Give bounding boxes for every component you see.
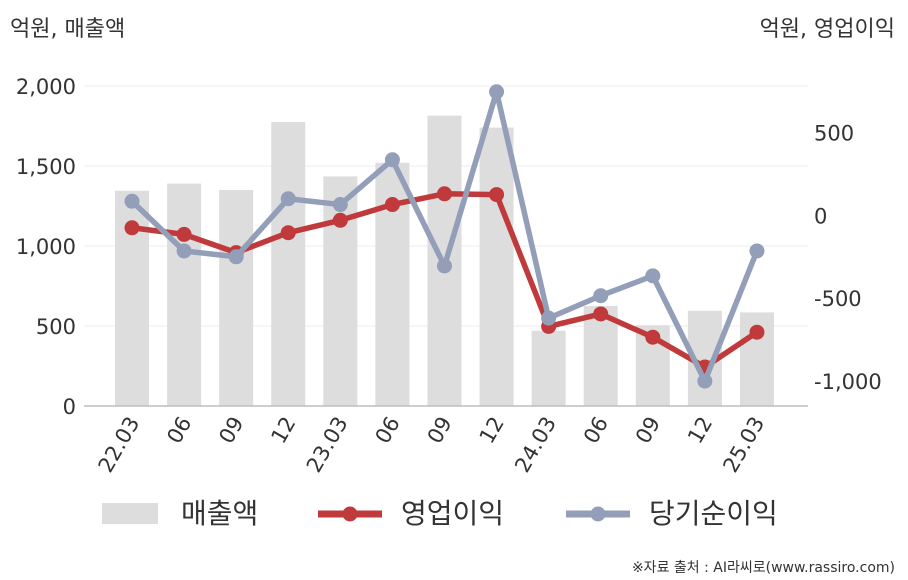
x-tick-label: 09 — [214, 413, 248, 448]
operating-profit-point — [124, 220, 140, 236]
revenue-bar — [479, 127, 514, 406]
x-tick-label: 06 — [162, 413, 196, 448]
x-tick-label: 09 — [423, 413, 457, 448]
net-income-point — [384, 152, 400, 168]
operating-profit-point — [645, 329, 661, 345]
x-tick-label: 25.03 — [718, 413, 769, 477]
net-income-point — [332, 197, 348, 213]
left-tick-label: 500 — [36, 315, 76, 339]
right-tick-label: 500 — [814, 121, 854, 145]
net-income-point — [541, 310, 557, 326]
net-income-point — [228, 249, 244, 265]
left-tick-label: 0 — [63, 395, 76, 419]
legend-label-net-income: 당기순이익 — [649, 497, 778, 530]
right-tick-label: 0 — [814, 204, 827, 228]
legend-swatch-revenue — [102, 503, 158, 524]
revenue-bar — [583, 306, 618, 406]
operating-profit-point — [280, 225, 296, 241]
net-income-point — [749, 243, 765, 259]
x-axis-ticks: 22.03 06 09 12 23.03 06 09 12 24.03 06 09 12 25.03 — [93, 413, 769, 477]
x-tick-label: 22.03 — [93, 413, 144, 477]
legend-label-revenue: 매출액 — [181, 497, 258, 530]
x-tick-label: 06 — [579, 413, 613, 448]
operating-profit-point — [384, 197, 400, 213]
net-income-point — [436, 258, 452, 274]
x-tick-label: 24.03 — [510, 413, 561, 477]
source-note: ※자료 출처 : AI라씨로(www.rassiro.com) — [632, 560, 895, 576]
x-tick-label: 12 — [475, 413, 509, 448]
net-income-point — [697, 373, 713, 389]
net-income-point — [645, 268, 661, 284]
right-axis-ticks: -1,000 -500 0 500 — [814, 121, 882, 394]
net-income-point — [176, 243, 192, 259]
profit-lines — [124, 84, 765, 389]
left-tick-label: 1,500 — [16, 155, 76, 179]
revenue-bar — [271, 122, 306, 406]
left-axis-ticks: 0 500 1,000 1,500 2,000 — [16, 75, 76, 419]
operating-profit-point — [593, 306, 609, 322]
right-tick-label: -500 — [814, 287, 862, 311]
x-tick-label: 12 — [266, 413, 300, 448]
revenue-bar — [531, 330, 566, 406]
operating-profit-point — [332, 212, 348, 228]
legend-marker-net-income — [590, 506, 606, 522]
revenue-bar — [219, 190, 254, 406]
x-tick-label: 12 — [683, 413, 717, 448]
net-income-point — [489, 84, 505, 100]
operating-profit-point — [436, 186, 452, 202]
operating-profit-point — [489, 187, 505, 203]
x-tick-label: 09 — [631, 413, 665, 448]
operating-profit-point — [176, 226, 192, 242]
right-axis-unit-label: 억원, 영업이익 — [760, 17, 895, 42]
x-tick-label: 23.03 — [302, 413, 353, 477]
legend-marker-operating-profit — [342, 506, 358, 522]
net-income-point — [124, 193, 140, 209]
left-tick-label: 1,000 — [16, 235, 76, 259]
left-tick-label: 2,000 — [16, 75, 76, 99]
left-axis-unit-label: 억원, 매출액 — [10, 17, 125, 42]
x-tick-label: 06 — [371, 413, 405, 448]
net-income-point — [593, 288, 609, 304]
legend: 매출액 영업이익 당기순이익 — [102, 497, 778, 530]
legend-label-operating-profit: 영업이익 — [401, 497, 504, 530]
revenue-bar — [167, 183, 202, 406]
net-income-point — [280, 191, 296, 207]
right-tick-label: -1,000 — [814, 370, 882, 394]
operating-profit-point — [749, 324, 765, 340]
